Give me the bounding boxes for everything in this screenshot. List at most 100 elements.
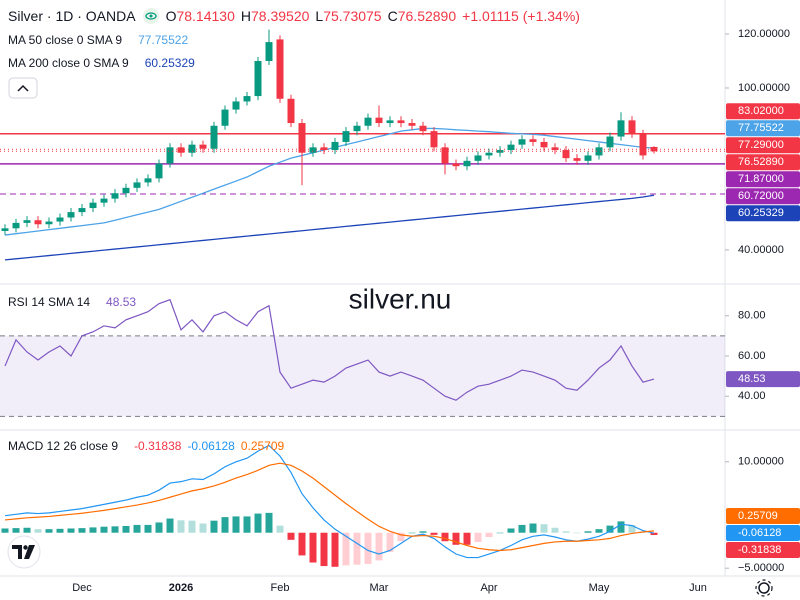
macd-histogram-bar [210,520,218,533]
rsi-value: 48.53 [106,295,137,309]
ohlc-value: 75.73075 [323,8,382,24]
visibility-icon[interactable] [142,7,160,25]
macd-histogram-bar [67,528,75,533]
macd-histogram-bar [540,524,548,533]
x-tick-label: Feb [271,582,290,594]
candle-body [430,131,438,148]
macd-histogram-bar [386,532,394,552]
tradingview-logo[interactable] [7,535,41,569]
candle-body [397,120,405,124]
ma-name: MA 50 close 0 SMA 9 [8,33,123,47]
macd-value: -0.06128 [187,439,235,453]
symbol-legend: Silver · 1D · OANDA O78.14130 H78.39520 L7… [8,7,580,25]
price-label: 60.25329 [738,207,784,219]
ohlc-key: L [315,8,324,24]
candle-body [34,220,42,225]
macd-histogram-bar [1,528,9,533]
macd-histogram-bar [650,532,658,535]
candle-body [243,96,251,102]
candle-body [639,133,647,156]
price-label-bg [726,137,800,154]
macd-histogram-bar [133,524,141,533]
candle-body [375,117,383,124]
candle-body [320,147,328,151]
macd-histogram-bar [34,529,42,533]
macd-histogram-bar [45,529,53,533]
candle-body [606,136,614,148]
macd-histogram-bar [364,532,372,564]
ohlc-value: 76.52890 [397,8,457,24]
candle-body [474,155,482,161]
macd-histogram-bar [452,532,460,545]
candle-body [518,139,526,145]
y-tick-label: −5.00000 [738,562,784,574]
macd-histogram-bar [430,532,438,535]
candle-body [584,155,592,161]
candle-body [1,228,9,231]
ma-value: 60.25329 [144,56,195,70]
ma-legend: MA 50 close 0 SMA 9 77.75522 [8,33,188,47]
macd-histogram-bar [100,526,108,533]
macd-histogram-bar [56,528,64,533]
price-label: -0.06128 [738,527,781,539]
x-tick-label: 2026 [169,582,193,594]
candle-body [287,98,295,124]
ohlc-key: C [387,8,398,24]
macd-value: 0.25709 [240,439,285,453]
price-label: 83.02000 [738,105,784,117]
candle-body [12,222,20,229]
macd-histogram-bar [617,521,625,533]
macd-histogram-bar [155,522,163,533]
settings-gear[interactable] [755,579,773,597]
candle-body [67,212,75,218]
candle-body [309,147,317,153]
price-change: +1.01115 (+1.34%) [462,8,580,24]
macd-histogram-bar [309,532,317,563]
y-tick-label: 120.00000 [738,28,790,40]
macd-histogram-bar [485,532,493,537]
macd-histogram-bar [595,529,603,533]
candle-body [166,147,174,164]
candle-body [232,101,240,110]
macd-histogram-bar [496,532,504,534]
macd-histogram-bar [375,532,383,561]
macd-histogram-bar [408,532,416,534]
y-tick-label: 40.00 [738,390,766,402]
macd-histogram-bar [507,528,515,533]
candle-body [133,182,141,188]
candle-body [23,220,31,223]
macd-value: -0.31838 [134,439,182,453]
macd-histogram-bar [551,527,559,533]
macd-histogram-bar [122,525,130,533]
price-label: 77.29000 [738,139,784,151]
x-tick-label: Dec [72,582,92,594]
price-label: 77.75522 [738,122,784,134]
candle-body [221,109,229,126]
price-label-bg [726,508,800,525]
candle-body [408,123,416,126]
watermark: silver.nu [349,283,452,314]
ohlc-value: 78.39520 [251,8,310,24]
candle-body [364,117,372,126]
candle-body [562,150,570,159]
price-label-bg [726,120,800,137]
candle-body [507,144,515,151]
y-tick-label: 100.00000 [738,82,790,94]
ma-value: 77.75522 [138,33,189,47]
collapse-button[interactable] [8,77,38,99]
macd-histogram-bar [628,524,636,533]
x-tick-label: Apr [480,582,497,594]
macd-title: MACD 12 26 close 9 [8,439,119,453]
macd-histogram-bar [78,528,86,533]
macd-histogram-bar [89,527,97,533]
candle-body [441,147,449,164]
moving-average [4,127,655,236]
macd-histogram-bar [320,532,328,567]
candle-body [199,144,207,149]
price-label-bg [726,188,800,205]
moving-average [4,194,655,261]
rsi-name: RSI 14 SMA 14 [8,295,91,309]
price-label: 0.25709 [738,510,778,522]
macd-histogram-bar [397,532,405,542]
y-tick-label: 80.00 [738,310,766,322]
